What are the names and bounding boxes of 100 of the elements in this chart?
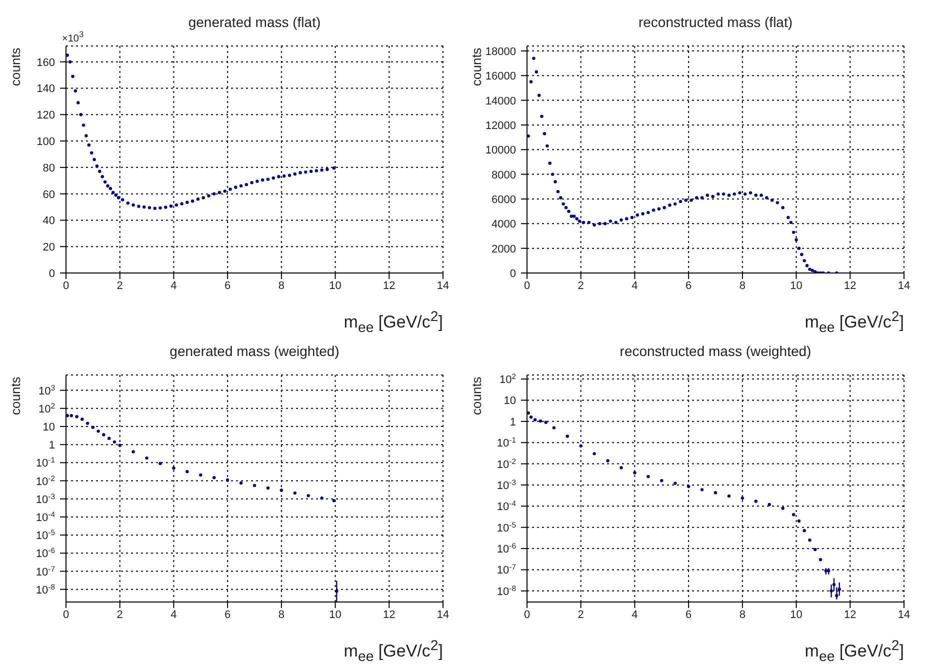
y-tick-label: 10$^{-8}$: [496, 583, 516, 598]
y-tick-label: 10$^{-1}$: [36, 455, 55, 470]
y-tick-label: 4000: [492, 218, 516, 231]
x-tick-label: 8: [739, 280, 746, 292]
y-tick-label: 10: [42, 421, 55, 434]
y-tick-label: 10$^{-3}$: [496, 477, 516, 492]
y-tick-label: 80: [42, 162, 55, 174]
point: [169, 204, 173, 208]
point: [298, 171, 302, 174]
x-axis-title: m$_{ee}$ [GeV/c$^{2}$]: [344, 638, 443, 666]
x-tick-label: 10: [790, 280, 802, 292]
point: [66, 54, 69, 57]
y-tick-label: 10000: [485, 144, 516, 157]
point: [835, 594, 838, 598]
point: [186, 200, 189, 204]
point: [228, 188, 232, 191]
y-tick-label: 10$^{3}$: [38, 382, 55, 398]
x-tick-label: 4: [632, 280, 638, 292]
y-tick-label: 1: [48, 440, 55, 452]
point: [304, 170, 308, 174]
y-tick-label: 10$^{-6}$: [496, 541, 516, 556]
y-axis-title: counts: [469, 376, 484, 415]
x-tick-label: 14: [898, 608, 910, 621]
y-tick-label: 10$^{-1}$: [496, 435, 516, 450]
y-tick-label: 10$^{-2}$: [496, 456, 516, 471]
x-axis-title: m$_{ee}$ [GeV/c$^{2}$]: [804, 638, 904, 666]
x-tick-label: 12: [383, 280, 396, 292]
point: [90, 151, 94, 154]
point: [832, 582, 836, 586]
chart-title: reconstructed mass (weighted): [618, 343, 812, 359]
point: [272, 176, 275, 180]
x-tick-label: 8: [278, 608, 284, 621]
point: [207, 194, 210, 198]
y-tick-label: 120: [36, 110, 55, 122]
point: [92, 158, 96, 162]
y-tick-label: 8000: [492, 169, 516, 182]
y-tick-label: 10$^{2}$: [38, 400, 55, 416]
y-tick-label: 10: [504, 395, 516, 408]
point: [71, 74, 74, 78]
point: [320, 168, 324, 172]
point: [142, 205, 146, 209]
point: [830, 589, 833, 593]
x-tick-label: 12: [844, 280, 856, 292]
y-tick-label: 160: [36, 56, 55, 69]
point: [103, 180, 107, 184]
point: [326, 168, 329, 171]
y-axis-title: counts: [8, 376, 23, 415]
y-tick-label: 10$^{-4}$: [36, 509, 56, 524]
chart-title: generated mass (weighted): [168, 343, 340, 359]
point: [112, 190, 115, 194]
point: [212, 192, 216, 196]
point: [277, 175, 280, 178]
point: [293, 172, 296, 176]
point: [95, 164, 99, 168]
point: [82, 124, 86, 127]
x-tick-label: 10: [329, 280, 342, 292]
x-tick-label: 14: [898, 280, 910, 292]
y-tick-label: 16000: [485, 70, 516, 83]
point: [98, 170, 102, 173]
y-tick-label: 10$^{-4}$: [496, 498, 517, 514]
point: [288, 174, 292, 177]
point: [250, 180, 254, 184]
point: [114, 194, 118, 197]
x-tick-label: 0: [524, 280, 530, 292]
point: [260, 178, 264, 182]
y-tick-label: 10$^{2}$: [499, 372, 516, 386]
x-tick-label: 4: [632, 608, 638, 621]
y-tick-label: 1: [510, 416, 516, 428]
x-axis-title: m$_{ee}$ [GeV/c$^{2}$]: [804, 309, 904, 336]
point: [74, 89, 78, 92]
x-tick-label: 4: [170, 608, 177, 621]
point: [180, 202, 184, 206]
point: [148, 206, 152, 210]
y-tick-label: 2000: [492, 243, 516, 256]
y-tick-label: 10$^{-7}$: [36, 564, 55, 578]
point: [309, 170, 313, 173]
point: [79, 113, 82, 116]
x-tick-label: 10: [790, 608, 802, 621]
chart-title: generated mass (flat): [187, 14, 322, 30]
point: [335, 590, 338, 593]
point: [244, 182, 248, 186]
x-tick-label: 8: [739, 608, 746, 621]
point: [196, 197, 200, 201]
x-tick-label: 6: [686, 280, 692, 292]
point: [108, 186, 112, 190]
x-tick-label: 2: [578, 608, 584, 621]
x-tick-label: 6: [224, 608, 231, 621]
x-tick-label: 6: [686, 608, 692, 621]
y-tick-label: 10$^{-7}$: [496, 562, 516, 577]
point: [126, 201, 130, 205]
point: [174, 203, 178, 207]
y-tick-label: 10$^{-8}$: [36, 582, 55, 596]
point: [137, 204, 140, 208]
y-tick-label: 40: [42, 215, 55, 228]
y-tick-label: 10$^{-5}$: [36, 528, 55, 542]
x-tick-label: 2: [578, 280, 584, 292]
point: [202, 196, 205, 200]
x-tick-label: 12: [844, 608, 856, 621]
y-tick-label: 10$^{-3}$: [36, 491, 55, 506]
y-tick-label: 10$^{-2}$: [36, 473, 55, 488]
